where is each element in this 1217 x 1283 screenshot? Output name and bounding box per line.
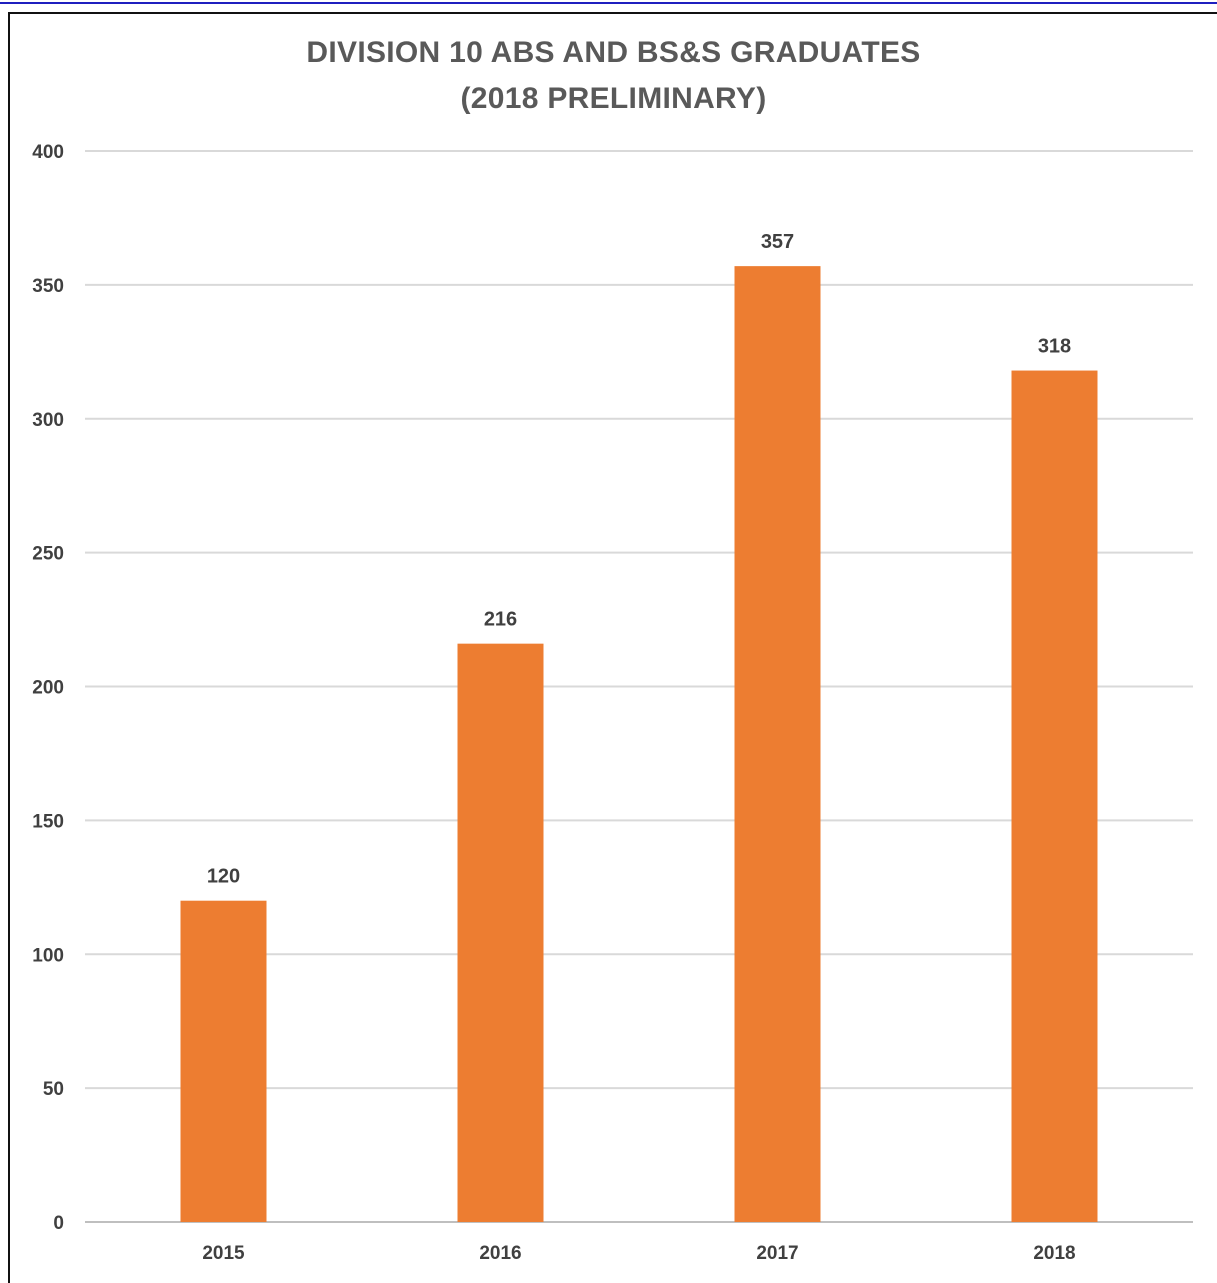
bar-2017 [734, 266, 821, 1222]
gridlines [85, 150, 1193, 1223]
left-border [8, 12, 10, 1283]
x-tick-label-2016: 2016 [479, 1243, 521, 1264]
y-tick-label: 250 [32, 544, 64, 565]
bar-2015 [180, 900, 267, 1222]
chart-title-line-1: DIVISION 10 ABS AND BS&S GRADUATES [306, 36, 921, 69]
y-tick-label: 400 [32, 142, 64, 163]
x-axis-ticks: 2015 2016 2017 2018 [202, 1243, 1075, 1264]
y-axis-ticks: 0 50 100 150 200 250 300 350 400 [32, 142, 64, 1234]
x-tick-label-2015: 2015 [202, 1243, 245, 1264]
chart-title: DIVISION 10 ABS AND BS&S GRADUATES (2018… [10, 30, 1217, 122]
data-label-2017: 357 [761, 231, 794, 253]
y-tick-label: 0 [53, 1213, 64, 1234]
bar-2016 [457, 643, 544, 1222]
data-labels: 120 216 357 318 [207, 231, 1071, 888]
y-tick-label: 300 [32, 410, 64, 431]
y-tick-label: 350 [32, 276, 64, 297]
x-tick-label-2018: 2018 [1033, 1243, 1075, 1264]
bars [180, 266, 1098, 1222]
y-tick-label: 50 [43, 1079, 64, 1100]
y-tick-label: 200 [32, 678, 64, 699]
y-tick-label: 100 [32, 945, 64, 966]
top-border [8, 12, 1217, 14]
top-border-blue [0, 2, 1217, 4]
bar-2018 [1011, 370, 1098, 1222]
x-tick-label-2017: 2017 [756, 1243, 798, 1264]
data-label-2015: 120 [207, 866, 240, 888]
data-label-2018: 318 [1038, 336, 1071, 358]
data-label-2016: 216 [484, 609, 517, 631]
y-tick-label: 150 [32, 811, 64, 832]
chart-title-line-2: (2018 PRELIMINARY) [460, 82, 767, 115]
